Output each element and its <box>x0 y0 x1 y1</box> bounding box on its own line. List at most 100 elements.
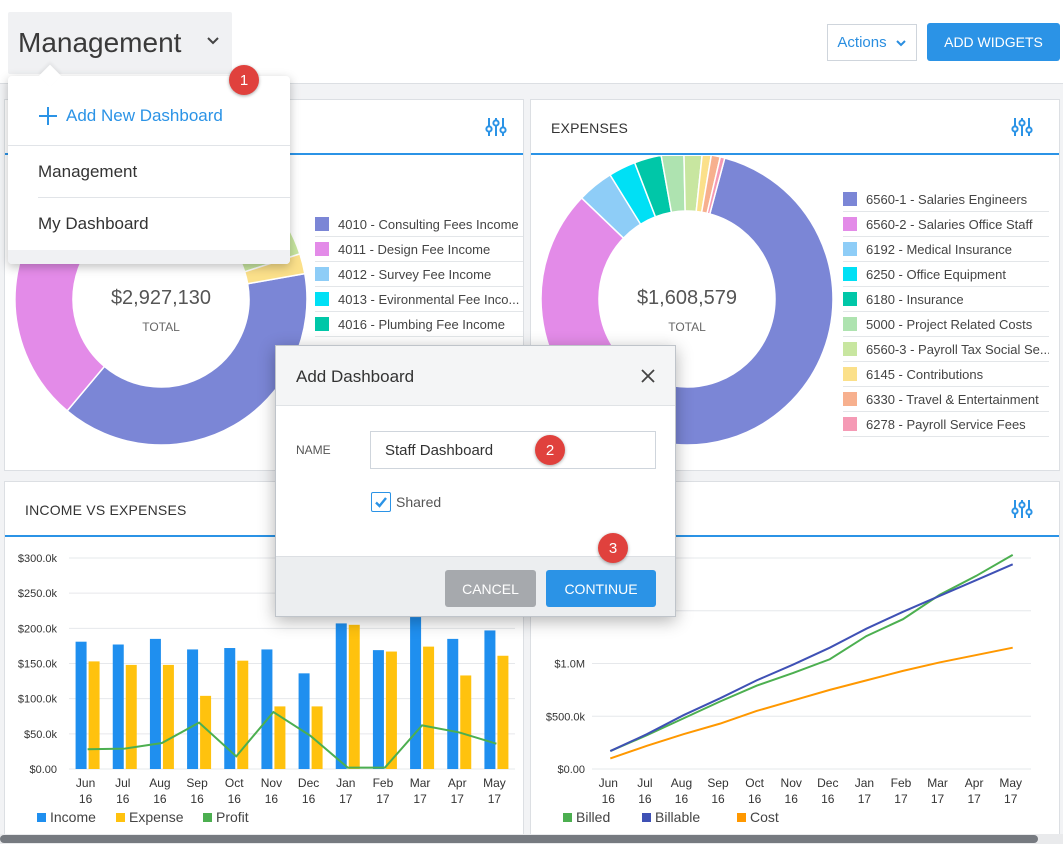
income-bar <box>112 644 124 769</box>
x-tick-label: 17 <box>931 792 945 806</box>
x-tick-label: 16 <box>116 792 130 806</box>
x-tick-label: Apr <box>965 776 984 790</box>
legend-item[interactable]: 6145 - Contributions <box>843 362 1049 387</box>
legend-swatch <box>203 813 212 822</box>
chevron-down-icon <box>207 37 219 45</box>
expense-bar <box>348 624 360 769</box>
legend-item[interactable]: 6330 - Travel & Entertainment <box>843 387 1049 412</box>
expense-bar <box>423 646 435 769</box>
expense-bar <box>385 651 397 769</box>
legend-label: Cost <box>750 809 779 825</box>
series-line <box>609 646 1013 760</box>
series-line <box>609 553 1014 752</box>
income-bar <box>447 638 459 769</box>
expense-bar <box>497 655 509 769</box>
legend-item[interactable]: 4016 - Plumbing Fee Income <box>315 312 523 337</box>
divider <box>38 197 290 198</box>
legend-item[interactable]: 6560-2 - Salaries Office Staff <box>843 212 1049 237</box>
x-tick-label: 17 <box>413 792 427 806</box>
add-widgets-button[interactable]: ADD WIDGETS <box>927 23 1060 61</box>
step-badge-1: 1 <box>229 65 259 95</box>
settings-sliders-icon[interactable] <box>485 116 507 138</box>
legend-item[interactable]: 6560-3 - Payroll Tax Social Se... <box>843 337 1049 362</box>
y-tick-label: $200.0k <box>18 623 58 635</box>
x-tick-label: 16 <box>79 792 93 806</box>
x-tick-label: Jun <box>599 776 618 790</box>
legend-label: 6330 - Travel & Entertainment <box>866 391 1039 407</box>
legend-swatch <box>37 813 46 822</box>
legend-item[interactable]: 4012 - Survey Fee Income <box>315 262 523 287</box>
legend-swatch <box>843 317 857 331</box>
income-bar <box>298 673 310 769</box>
legend-label: Billed <box>576 809 610 825</box>
add-new-dashboard-item[interactable]: Add New Dashboard <box>38 106 223 126</box>
actions-label: Actions <box>837 34 887 51</box>
legend-label: 4011 - Design Fee Income <box>338 241 491 257</box>
income-bar <box>224 648 236 769</box>
y-tick-label: $0.00 <box>557 764 585 776</box>
x-tick-label: Mar <box>410 776 431 790</box>
legend-item[interactable]: 6560-1 - Salaries Engineers <box>843 187 1049 212</box>
y-tick-label: $150.0k <box>18 659 58 671</box>
x-tick-label: Feb <box>891 776 912 790</box>
legend-swatch <box>642 813 651 822</box>
shared-checkbox[interactable] <box>371 492 391 512</box>
name-label: NAME <box>296 443 331 457</box>
x-tick-label: 16 <box>602 792 616 806</box>
dropdown-item-my-dashboard[interactable]: My Dashboard <box>38 214 149 233</box>
expenses-legend: 6560-1 - Salaries Engineers 6560-2 - Sala… <box>843 187 1049 439</box>
legend-item[interactable]: 5000 - Project Related Costs <box>843 312 1049 337</box>
legend-label: Expense <box>129 809 184 825</box>
income-bar <box>75 641 87 769</box>
modal-header: Add Dashboard <box>276 346 675 406</box>
legend-item[interactable]: 6180 - Insurance <box>843 287 1049 312</box>
dropdown-item-management[interactable]: Management <box>38 162 138 181</box>
legend-swatch <box>315 242 329 256</box>
x-tick-label: 17 <box>1004 792 1018 806</box>
cancel-button[interactable]: CANCEL <box>445 570 536 607</box>
dashboard-name-input[interactable] <box>370 431 656 469</box>
legend-item[interactable]: 6192 - Medical Insurance <box>843 237 1049 262</box>
y-tick-label: $0.00 <box>29 764 57 776</box>
income-vs-expenses-chart: $0.00 $50.0k $100.0k $150.0k $200.0k $250.0k $… <box>18 553 515 825</box>
donut-slice <box>706 156 726 215</box>
legend-item[interactable]: 6278 - Payroll Service Fees <box>843 412 1049 437</box>
x-tick-label: 16 <box>228 792 242 806</box>
x-tick-label: Feb <box>373 776 394 790</box>
scrollbar-thumb[interactable] <box>0 835 1038 843</box>
income-legend: 4010 - Consulting Fees Income 4011 - Desi… <box>315 212 523 352</box>
actions-button[interactable]: Actions <box>827 24 917 61</box>
x-tick-label: Oct <box>745 776 764 790</box>
card-title: EXPENSES <box>551 120 629 136</box>
legend-swatch <box>116 813 125 822</box>
income-bar <box>372 650 384 769</box>
settings-sliders-icon[interactable] <box>1011 498 1033 520</box>
legend-label: 6145 - Contributions <box>866 366 984 382</box>
x-tick-label: 17 <box>488 792 502 806</box>
settings-sliders-icon[interactable] <box>1011 116 1033 138</box>
legend-swatch <box>315 317 329 331</box>
continue-button[interactable]: CONTINUE <box>546 570 656 607</box>
legend-item[interactable]: 4013 - Evironmental Fee Inco... <box>315 287 523 312</box>
legend-label: 4013 - Evironmental Fee Inco... <box>338 291 520 307</box>
expense-bar <box>237 660 249 769</box>
legend-swatch <box>563 813 572 822</box>
dashboard-selector[interactable]: Management <box>8 12 232 74</box>
x-tick-label: Aug <box>671 776 692 790</box>
card-header: INCOME VS EXPENSES <box>5 482 523 537</box>
legend-swatch <box>737 813 746 822</box>
legend-label: 4010 - Consulting Fees Income <box>338 216 519 232</box>
divider <box>8 145 290 146</box>
donut-total-label: TOTAL <box>668 320 706 334</box>
top-bar: Management Actions ADD WIDGETS <box>0 0 1063 84</box>
legend-swatch <box>843 192 857 206</box>
legend-item[interactable]: 4010 - Consulting Fees Income <box>315 212 523 237</box>
x-tick-label: 16 <box>190 792 204 806</box>
close-icon[interactable] <box>640 368 656 384</box>
legend-item[interactable]: 6250 - Office Equipment <box>843 262 1049 287</box>
legend-item[interactable]: 4011 - Design Fee Income <box>315 237 523 262</box>
horizontal-scrollbar[interactable] <box>0 834 1063 844</box>
legend-label: 5000 - Project Related Costs <box>866 316 1033 332</box>
legend-label: Profit <box>216 809 249 825</box>
x-tick-label: Nov <box>781 776 802 790</box>
